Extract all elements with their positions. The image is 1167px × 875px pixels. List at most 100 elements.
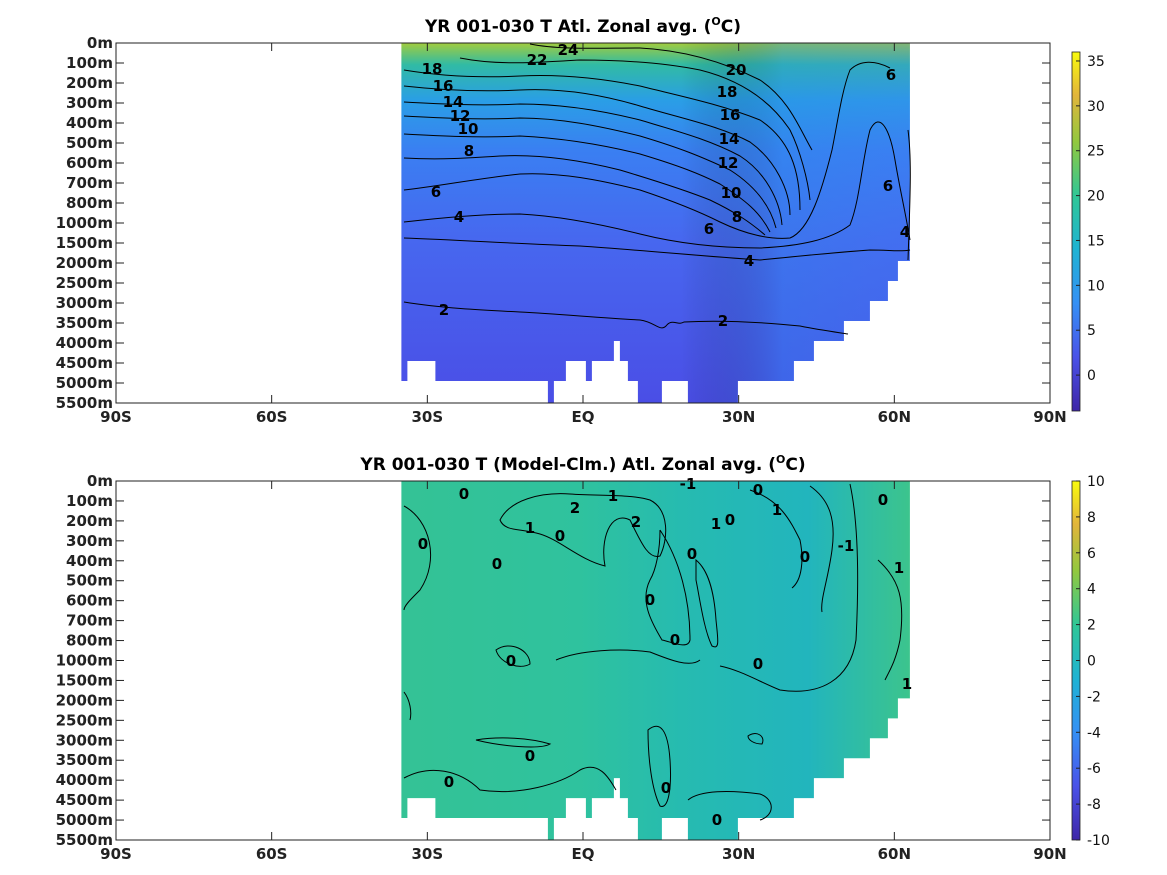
- y-tick-label: 5500m: [56, 394, 113, 412]
- y-tick-label: 1000m: [56, 652, 113, 670]
- panel2-x-axis: 90S 60S 30S EQ 30N 60N 90N: [100, 481, 1067, 863]
- contour-label: 1: [711, 515, 721, 533]
- y-tick-label: 5000m: [56, 811, 113, 829]
- contour-label: 14: [443, 93, 464, 111]
- contour-label: 0: [753, 481, 763, 499]
- contour-label: 4: [744, 252, 754, 270]
- contour-line: [747, 733, 764, 745]
- contour-label: 0: [525, 747, 535, 765]
- y-tick-label: 4000m: [56, 771, 113, 789]
- contour-line: [459, 57, 811, 201]
- x-tick-label: 30N: [722, 845, 755, 863]
- colorbar-tick-label: 25: [1087, 144, 1105, 160]
- colorbar-tick-label: 6: [1087, 546, 1096, 562]
- contour-label: 6: [883, 177, 893, 195]
- contour-label: -1: [838, 537, 855, 555]
- contour-label: 0: [661, 779, 671, 797]
- x-tick-label: 90S: [100, 408, 132, 426]
- y-tick-label: 5000m: [56, 374, 113, 392]
- contour-line: [749, 489, 803, 589]
- y-tick-label: 2000m: [56, 691, 113, 709]
- contour-line: [403, 115, 777, 229]
- contour-label: 14: [719, 130, 740, 148]
- y-tick-label: 0m: [87, 34, 113, 52]
- contour-label: 0: [555, 527, 565, 545]
- y-tick-label: 200m: [66, 512, 113, 530]
- colorbar-tick-label: 15: [1087, 233, 1105, 249]
- panel1-data-field: [401, 43, 910, 403]
- contour-line: [403, 301, 849, 335]
- panel1-y-axis: 0m 100m 200m 300m 400m 500m 600m 700m 800m 1000m 1…: [56, 34, 1050, 412]
- y-tick-label: 3000m: [56, 731, 113, 749]
- contour-label: 18: [717, 83, 738, 101]
- contour-line: [403, 69, 801, 211]
- colorbar-tick-label: -2: [1087, 689, 1101, 705]
- y-tick-label: 1000m: [56, 214, 113, 232]
- x-tick-label: 60N: [878, 408, 911, 426]
- contour-line: [529, 43, 813, 151]
- y-tick-label: 800m: [66, 194, 113, 212]
- x-tick-label: EQ: [572, 845, 595, 863]
- contour-label: 0: [492, 555, 502, 573]
- colorbar-tick-label: 0: [1087, 368, 1096, 384]
- contour-line: [403, 101, 783, 226]
- contour-line: [403, 505, 432, 611]
- contour-label: 0: [687, 545, 697, 563]
- panel2-title: YR 001-030 T (Model-Clm.) Atl. Zonal avg…: [359, 453, 805, 475]
- contour-label: 16: [433, 77, 454, 95]
- colorbar-tick-label: -4: [1087, 725, 1101, 741]
- y-tick-label: 2500m: [56, 274, 113, 292]
- contour-label: 16: [720, 106, 741, 124]
- panel2-contours: [403, 483, 903, 821]
- contour-line: [403, 85, 791, 216]
- contour-label: 1: [608, 487, 618, 505]
- contour-label: 0: [444, 773, 454, 791]
- colorbar-tick-label: -6: [1087, 761, 1101, 777]
- colorbar-tick-label: 10: [1087, 278, 1105, 294]
- contour-line: [403, 133, 771, 233]
- y-tick-label: 300m: [66, 94, 113, 112]
- contour-label: 0: [800, 548, 810, 566]
- colorbar-tick-label: 4: [1087, 582, 1096, 598]
- temperature-panel: YR 001-030 T Atl. Zonal avg. (OC) 242220…: [56, 15, 1105, 426]
- contour-line: [555, 649, 701, 664]
- y-tick-label: 600m: [66, 592, 113, 610]
- y-tick-label: 500m: [66, 572, 113, 590]
- y-tick-label: 3500m: [56, 751, 113, 769]
- contour-label: -1: [680, 475, 697, 493]
- colorbar-tick-label: 5: [1087, 323, 1096, 339]
- panel2-y-axis: 0m100m200m300m400m500m600m700m800m1000m1…: [56, 472, 1050, 849]
- contour-line: [403, 767, 617, 793]
- contour-label: 6: [431, 183, 441, 201]
- contour-line: [403, 237, 911, 261]
- y-tick-label: 3000m: [56, 294, 113, 312]
- contour-label: 0: [753, 655, 763, 673]
- x-tick-label: 30S: [411, 408, 443, 426]
- contour-label: 12: [450, 107, 471, 125]
- x-tick-label: EQ: [572, 408, 595, 426]
- contour-line: [403, 155, 766, 236]
- y-tick-label: 400m: [66, 552, 113, 570]
- x-tick-label: 60S: [256, 408, 288, 426]
- x-tick-label: 30S: [411, 845, 443, 863]
- y-tick-label: 4500m: [56, 791, 113, 809]
- y-tick-label: 300m: [66, 532, 113, 550]
- colorbar-tick-label: 20: [1087, 189, 1105, 205]
- y-tick-label: 700m: [66, 612, 113, 630]
- x-tick-label: 90N: [1033, 408, 1066, 426]
- panel1-x-axis: 90S 60S 30S EQ 30N 60N 90N: [100, 43, 1067, 426]
- contour-label: 1: [772, 501, 782, 519]
- x-tick-label: 60S: [256, 845, 288, 863]
- contour-label: 2: [631, 513, 641, 531]
- colorbar-tick-label: 0: [1087, 654, 1096, 670]
- x-tick-label: 90N: [1033, 845, 1066, 863]
- contour-line: [907, 129, 911, 261]
- y-tick-label: 5500m: [56, 831, 113, 849]
- y-tick-label: 2000m: [56, 254, 113, 272]
- contour-label: 10: [721, 184, 742, 202]
- contour-line: [475, 737, 552, 748]
- y-tick-label: 3500m: [56, 314, 113, 332]
